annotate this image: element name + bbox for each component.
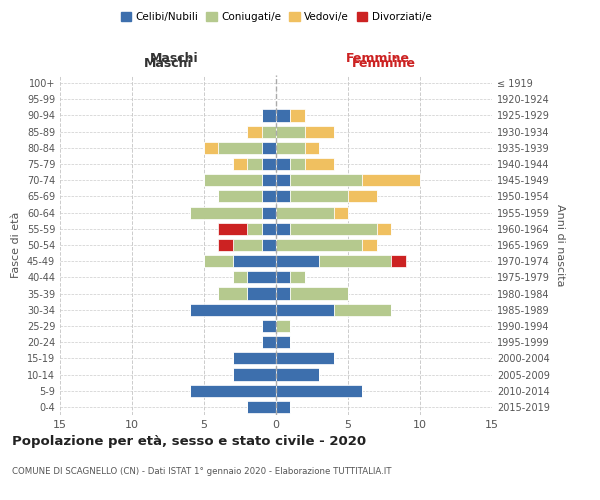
- Bar: [290, 174, 362, 186]
- Bar: [262, 190, 276, 202]
- Bar: [262, 174, 276, 186]
- Bar: [247, 401, 276, 413]
- Bar: [218, 288, 247, 300]
- Text: Maschi: Maschi: [143, 57, 193, 70]
- Bar: [218, 239, 233, 251]
- Bar: [204, 174, 262, 186]
- Bar: [391, 255, 406, 268]
- Bar: [233, 255, 276, 268]
- Bar: [276, 336, 290, 348]
- Bar: [276, 320, 290, 332]
- Bar: [233, 158, 247, 170]
- Text: Maschi: Maschi: [149, 52, 199, 65]
- Bar: [290, 272, 305, 283]
- Bar: [204, 255, 233, 268]
- Bar: [218, 142, 262, 154]
- Bar: [305, 142, 319, 154]
- Bar: [247, 222, 262, 235]
- Bar: [290, 190, 348, 202]
- Bar: [334, 206, 348, 218]
- Bar: [262, 126, 276, 138]
- Bar: [334, 304, 391, 316]
- Bar: [218, 222, 247, 235]
- Bar: [377, 222, 391, 235]
- Y-axis label: Fasce di età: Fasce di età: [11, 212, 21, 278]
- Bar: [276, 368, 319, 380]
- Bar: [276, 126, 305, 138]
- Bar: [305, 158, 334, 170]
- Bar: [218, 190, 262, 202]
- Bar: [362, 174, 420, 186]
- Bar: [276, 158, 290, 170]
- Bar: [276, 304, 334, 316]
- Bar: [262, 336, 276, 348]
- Bar: [190, 384, 276, 397]
- Bar: [276, 288, 290, 300]
- Bar: [348, 190, 377, 202]
- Legend: Celibi/Nubili, Coniugati/e, Vedovi/e, Divorziati/e: Celibi/Nubili, Coniugati/e, Vedovi/e, Di…: [116, 8, 436, 26]
- Text: Popolazione per età, sesso e stato civile - 2020: Popolazione per età, sesso e stato civil…: [12, 435, 366, 448]
- Y-axis label: Anni di nascita: Anni di nascita: [555, 204, 565, 286]
- Bar: [290, 222, 377, 235]
- Bar: [276, 110, 290, 122]
- Bar: [276, 206, 334, 218]
- Bar: [262, 320, 276, 332]
- Bar: [362, 239, 377, 251]
- Bar: [233, 239, 262, 251]
- Bar: [276, 174, 290, 186]
- Text: COMUNE DI SCAGNELLO (CN) - Dati ISTAT 1° gennaio 2020 - Elaborazione TUTTITALIA.: COMUNE DI SCAGNELLO (CN) - Dati ISTAT 1°…: [12, 468, 392, 476]
- Bar: [276, 255, 319, 268]
- Bar: [276, 272, 290, 283]
- Bar: [276, 384, 362, 397]
- Bar: [262, 239, 276, 251]
- Bar: [319, 255, 391, 268]
- Bar: [276, 239, 362, 251]
- Bar: [233, 352, 276, 364]
- Bar: [247, 288, 276, 300]
- Bar: [276, 222, 290, 235]
- Bar: [262, 158, 276, 170]
- Bar: [290, 110, 305, 122]
- Bar: [247, 158, 262, 170]
- Bar: [276, 142, 305, 154]
- Bar: [233, 368, 276, 380]
- Bar: [290, 288, 348, 300]
- Bar: [290, 158, 305, 170]
- Bar: [262, 110, 276, 122]
- Bar: [262, 142, 276, 154]
- Bar: [204, 142, 218, 154]
- Bar: [262, 206, 276, 218]
- Bar: [190, 206, 262, 218]
- Text: Femmine: Femmine: [352, 57, 416, 70]
- Bar: [276, 352, 334, 364]
- Text: Femmine: Femmine: [346, 52, 410, 65]
- Bar: [276, 190, 290, 202]
- Bar: [276, 401, 290, 413]
- Bar: [262, 222, 276, 235]
- Bar: [190, 304, 276, 316]
- Bar: [233, 272, 247, 283]
- Bar: [305, 126, 334, 138]
- Bar: [247, 272, 276, 283]
- Bar: [247, 126, 262, 138]
